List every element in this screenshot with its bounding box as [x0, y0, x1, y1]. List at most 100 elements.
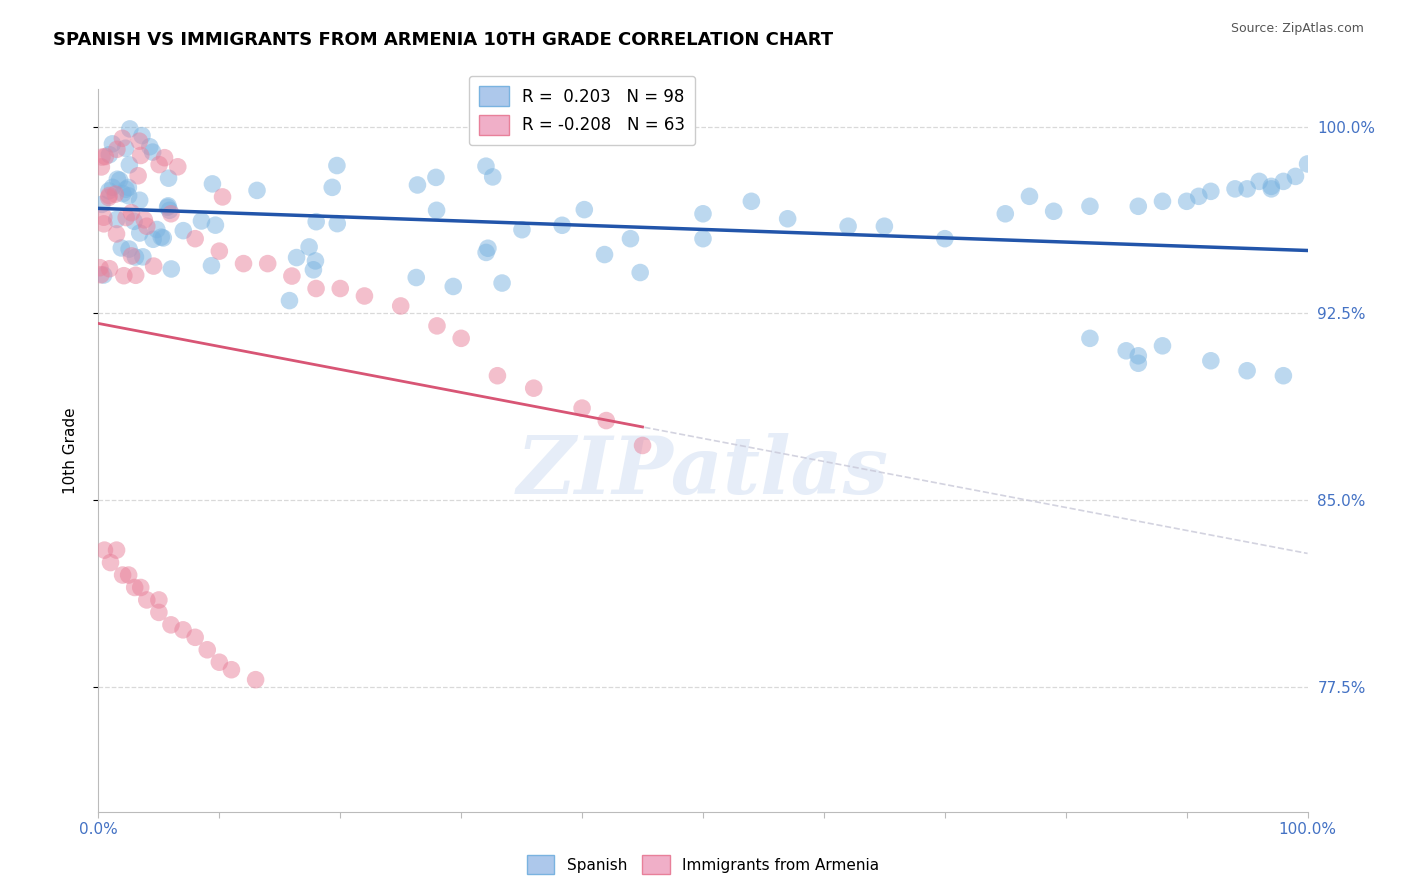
Point	[142, 259, 165, 273]
Point	[1018, 189, 1040, 203]
Point	[114, 141, 136, 155]
Point	[475, 159, 498, 173]
Point	[124, 250, 146, 264]
Point	[208, 655, 231, 669]
Point	[152, 231, 174, 245]
Point	[232, 257, 254, 271]
Point	[135, 219, 157, 234]
Point	[195, 642, 218, 657]
Point	[128, 134, 150, 148]
Point	[406, 178, 429, 192]
Point	[172, 623, 194, 637]
Point	[1296, 157, 1319, 171]
Point	[326, 159, 349, 173]
Point	[98, 261, 121, 276]
Text: ZIPatlas: ZIPatlas	[517, 434, 889, 511]
Point	[159, 203, 181, 218]
Point	[160, 262, 183, 277]
Point	[148, 593, 170, 607]
Point	[405, 270, 427, 285]
Point	[1078, 199, 1101, 213]
Point	[1042, 204, 1064, 219]
Point	[305, 281, 328, 295]
Point	[574, 202, 596, 217]
Point	[486, 368, 509, 383]
Point	[139, 140, 162, 154]
Point	[128, 226, 150, 240]
Point	[326, 217, 349, 231]
Y-axis label: 10th Grade: 10th Grade	[63, 407, 77, 494]
Point	[105, 172, 128, 186]
Point	[304, 253, 326, 268]
Point	[1260, 179, 1282, 194]
Point	[1188, 189, 1211, 203]
Point	[477, 241, 499, 255]
Point	[90, 197, 112, 211]
Point	[172, 224, 194, 238]
Point	[1236, 364, 1258, 378]
Point	[190, 214, 212, 228]
Point	[1272, 174, 1295, 188]
Point	[211, 190, 233, 204]
Point	[118, 122, 141, 136]
Point	[245, 673, 267, 687]
Point	[994, 207, 1017, 221]
Point	[118, 568, 141, 582]
Point	[166, 160, 188, 174]
Point	[148, 606, 170, 620]
Point	[1175, 194, 1198, 209]
Point	[593, 247, 616, 261]
Point	[1260, 182, 1282, 196]
Point	[571, 401, 593, 416]
Point	[200, 259, 222, 273]
Point	[1128, 199, 1150, 213]
Point	[551, 219, 574, 233]
Point	[204, 218, 226, 232]
Point	[246, 183, 269, 197]
Point	[776, 211, 799, 226]
Point	[117, 180, 139, 194]
Point	[150, 230, 173, 244]
Point	[121, 249, 143, 263]
Point	[1152, 194, 1174, 209]
Point	[321, 180, 343, 194]
Point	[93, 211, 115, 225]
Point	[90, 268, 112, 282]
Point	[631, 438, 654, 452]
Point	[98, 188, 121, 202]
Point	[201, 177, 224, 191]
Point	[353, 289, 375, 303]
Point	[91, 150, 114, 164]
Legend: Spanish, Immigrants from Armenia: Spanish, Immigrants from Armenia	[520, 849, 886, 880]
Point	[426, 203, 449, 218]
Point	[94, 150, 117, 164]
Point	[97, 190, 120, 204]
Point	[740, 194, 762, 209]
Point	[873, 219, 896, 234]
Point	[146, 222, 169, 236]
Point	[121, 205, 143, 219]
Point	[1284, 169, 1306, 184]
Point	[425, 170, 447, 185]
Point	[112, 268, 135, 283]
Point	[118, 158, 141, 172]
Point	[129, 148, 152, 162]
Point	[142, 145, 165, 160]
Point	[111, 131, 134, 145]
Point	[124, 581, 146, 595]
Point	[157, 199, 180, 213]
Point	[104, 187, 127, 202]
Point	[142, 232, 165, 246]
Point	[93, 217, 115, 231]
Point	[278, 293, 301, 308]
Point	[481, 169, 503, 184]
Point	[281, 268, 304, 283]
Point	[93, 543, 115, 558]
Point	[184, 630, 207, 644]
Point	[115, 182, 138, 196]
Point	[118, 242, 141, 256]
Point	[426, 318, 449, 333]
Point	[1223, 182, 1246, 196]
Point	[1128, 356, 1150, 370]
Point	[389, 299, 412, 313]
